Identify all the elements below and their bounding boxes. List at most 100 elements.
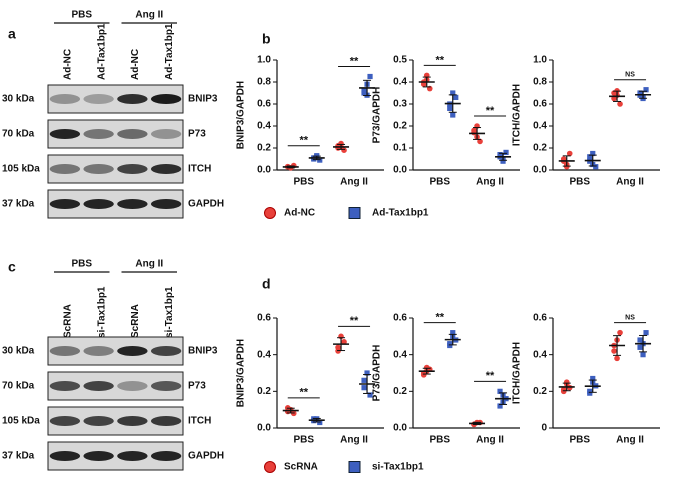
y-axis-label: ITCH/GAPDH [512, 342, 523, 404]
y-axis-label: P73/GAPDH [372, 87, 383, 144]
sig-label: ** [350, 315, 359, 327]
y-tick-label: 0.0 [257, 423, 271, 434]
dot [450, 112, 456, 118]
y-tick-label: 0.3 [393, 99, 407, 110]
band [49, 416, 81, 426]
y-axis-label: ITCH/GAPDH [512, 84, 523, 146]
band [49, 129, 81, 139]
dot [367, 392, 373, 398]
x-tick-label: Ang II [476, 177, 504, 188]
dot [590, 375, 596, 382]
band [83, 129, 114, 139]
sig-label: ** [435, 312, 444, 324]
band [83, 199, 114, 209]
y-tick-label: 0.2 [533, 143, 547, 154]
band [117, 381, 148, 391]
lane-label: Ad-NC [130, 49, 141, 80]
dot [497, 403, 503, 409]
band [150, 94, 182, 104]
band [150, 346, 182, 356]
dot [361, 385, 367, 391]
lane-label: Ad-Tax1bp1 [164, 23, 175, 80]
group-label: PBS [71, 259, 92, 270]
band [117, 129, 148, 139]
protein-label: GAPDH [188, 199, 224, 210]
dot [611, 348, 617, 354]
band [150, 129, 182, 139]
band [117, 199, 148, 209]
band [49, 94, 81, 104]
legend-label: Ad-NC [284, 208, 315, 219]
protein-label: P73 [188, 129, 206, 140]
dot [617, 101, 623, 107]
sig-label: NS [625, 315, 635, 322]
dot [450, 90, 456, 96]
band [83, 346, 114, 356]
x-tick-label: Ang II [616, 435, 644, 446]
y-tick-label: 0.2 [257, 386, 271, 397]
panel-letter: b [262, 31, 271, 47]
protein-label: BNIP3 [188, 346, 218, 357]
dot [497, 388, 503, 394]
band [83, 94, 114, 104]
band [150, 451, 182, 461]
y-tick-label: 0.2 [393, 121, 407, 132]
y-tick-label: 0.0 [533, 165, 547, 176]
protein-label: P73 [188, 381, 206, 392]
band [49, 381, 81, 391]
band [117, 451, 148, 461]
y-tick-label: 1.0 [257, 55, 271, 66]
dot [471, 127, 477, 134]
y-tick-label: 0.6 [533, 99, 547, 110]
x-tick-label: PBS [569, 177, 590, 188]
y-tick-label: 0.4 [257, 349, 271, 360]
group-label: PBS [71, 10, 92, 21]
band [150, 164, 182, 174]
sig-label: ** [299, 135, 308, 147]
lane-label: ScRNA [63, 304, 74, 338]
y-tick-label: 0.8 [533, 77, 547, 88]
y-tick-label: 0.2 [257, 143, 271, 154]
band [117, 416, 148, 426]
y-tick-label: 0.0 [393, 423, 407, 434]
dot [447, 105, 453, 111]
dot [361, 377, 367, 383]
y-tick-label: 0.6 [257, 99, 271, 110]
mw-label: 37 kDa [2, 199, 35, 210]
mw-label: 37 kDa [2, 451, 35, 462]
legend-marker [348, 207, 361, 219]
band [83, 451, 114, 461]
dot [453, 94, 459, 100]
band [49, 451, 81, 461]
band [117, 346, 148, 356]
lane-label: Ad-NC [63, 49, 74, 80]
y-tick-label: 0.1 [393, 143, 407, 154]
y-tick-label: 0.4 [533, 349, 547, 360]
lane-label: ScRNA [130, 304, 141, 338]
dot [617, 329, 623, 336]
band [150, 381, 182, 391]
dot [587, 154, 593, 160]
mw-label: 105 kDa [2, 416, 40, 427]
dot [563, 163, 570, 170]
sig-label: NS [625, 72, 635, 79]
dot [317, 419, 323, 426]
y-tick-label: 0.4 [257, 121, 271, 132]
band [49, 346, 81, 356]
dot [560, 388, 567, 395]
mw-label: 70 kDa [2, 381, 35, 392]
sig-label: ** [299, 387, 308, 399]
band [83, 381, 114, 391]
mw-label: 105 kDa [2, 164, 40, 175]
y-axis-label: BNIP3/GAPDH [236, 81, 247, 149]
y-tick-label: 0.0 [393, 165, 407, 176]
dot [341, 339, 347, 345]
x-tick-label: Ang II [340, 435, 368, 446]
dot [503, 149, 509, 155]
dot [497, 152, 503, 158]
dot [361, 88, 367, 94]
y-tick-label: 0.2 [533, 386, 547, 397]
group-label: Ang II [135, 259, 163, 270]
sig-label: ** [486, 105, 495, 117]
